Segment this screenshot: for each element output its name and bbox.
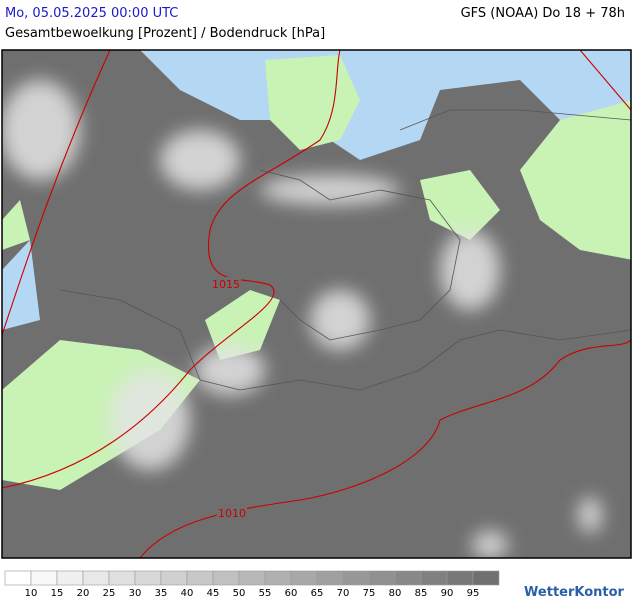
legend-swatch xyxy=(446,570,474,586)
legend-swatch xyxy=(134,570,162,586)
legend-label: 50 xyxy=(233,588,246,599)
map-area: 1015 1010 xyxy=(2,50,631,558)
legend-swatch xyxy=(30,570,58,586)
datetime: Mo, 05.05.2025 00:00 UTC xyxy=(5,6,179,21)
legend-swatch xyxy=(212,570,240,586)
legend-label: 40 xyxy=(181,588,194,599)
legend-label: 10 xyxy=(25,588,38,599)
legend-swatch xyxy=(238,570,266,586)
legend-label: 75 xyxy=(363,588,376,599)
legend-label: 45 xyxy=(207,588,220,599)
isobar-label: 1010 xyxy=(218,507,246,520)
legend-swatch xyxy=(82,570,110,586)
legend-label: 20 xyxy=(77,588,90,599)
sea xyxy=(140,50,631,160)
isobar-label-bg xyxy=(217,506,247,520)
legend-label: 35 xyxy=(155,588,168,599)
legend-swatch xyxy=(160,570,188,586)
land xyxy=(205,290,280,360)
legend-label: 15 xyxy=(51,588,64,599)
model-run: GFS (NOAA) Do 18 + 78h xyxy=(460,6,625,21)
legend-swatch xyxy=(264,570,292,586)
legend-swatch xyxy=(186,570,214,586)
legend-swatch xyxy=(4,570,32,586)
legend: 10 15 20 25 30 35 40 45 50 55 60 65 70 75 80 85 90 95 xyxy=(4,570,500,599)
isobar-label-bg xyxy=(211,277,241,291)
land xyxy=(2,200,30,250)
legend-label: 25 xyxy=(103,588,116,599)
legend-label: 65 xyxy=(311,588,324,599)
subtitle: Gesamtbewoelkung [Prozent] / Bodendruck … xyxy=(5,26,326,41)
legend-label: 60 xyxy=(285,588,298,599)
legend-swatch xyxy=(394,570,422,586)
legend-swatch xyxy=(420,570,448,586)
isobars xyxy=(2,50,631,558)
legend-swatch xyxy=(342,570,370,586)
legend-label: 95 xyxy=(467,588,480,599)
legend-label: 85 xyxy=(415,588,428,599)
legend-label: 55 xyxy=(259,588,272,599)
legend-swatch xyxy=(368,570,396,586)
borders xyxy=(59,109,631,391)
isobar-label: 1015 xyxy=(212,278,240,291)
map-frame xyxy=(1,49,632,559)
legend-swatch xyxy=(472,570,500,586)
legend-label: 80 xyxy=(389,588,402,599)
legend-swatch xyxy=(108,570,136,586)
legend-label: 90 xyxy=(441,588,454,599)
land xyxy=(520,100,631,260)
land xyxy=(420,170,500,240)
legend-label: 30 xyxy=(129,588,142,599)
legend-swatch xyxy=(290,570,318,586)
legend-swatch xyxy=(316,570,344,586)
logo: WetterKontor xyxy=(524,585,625,600)
legend-label: 70 xyxy=(337,588,350,599)
legend-swatch xyxy=(56,570,84,586)
